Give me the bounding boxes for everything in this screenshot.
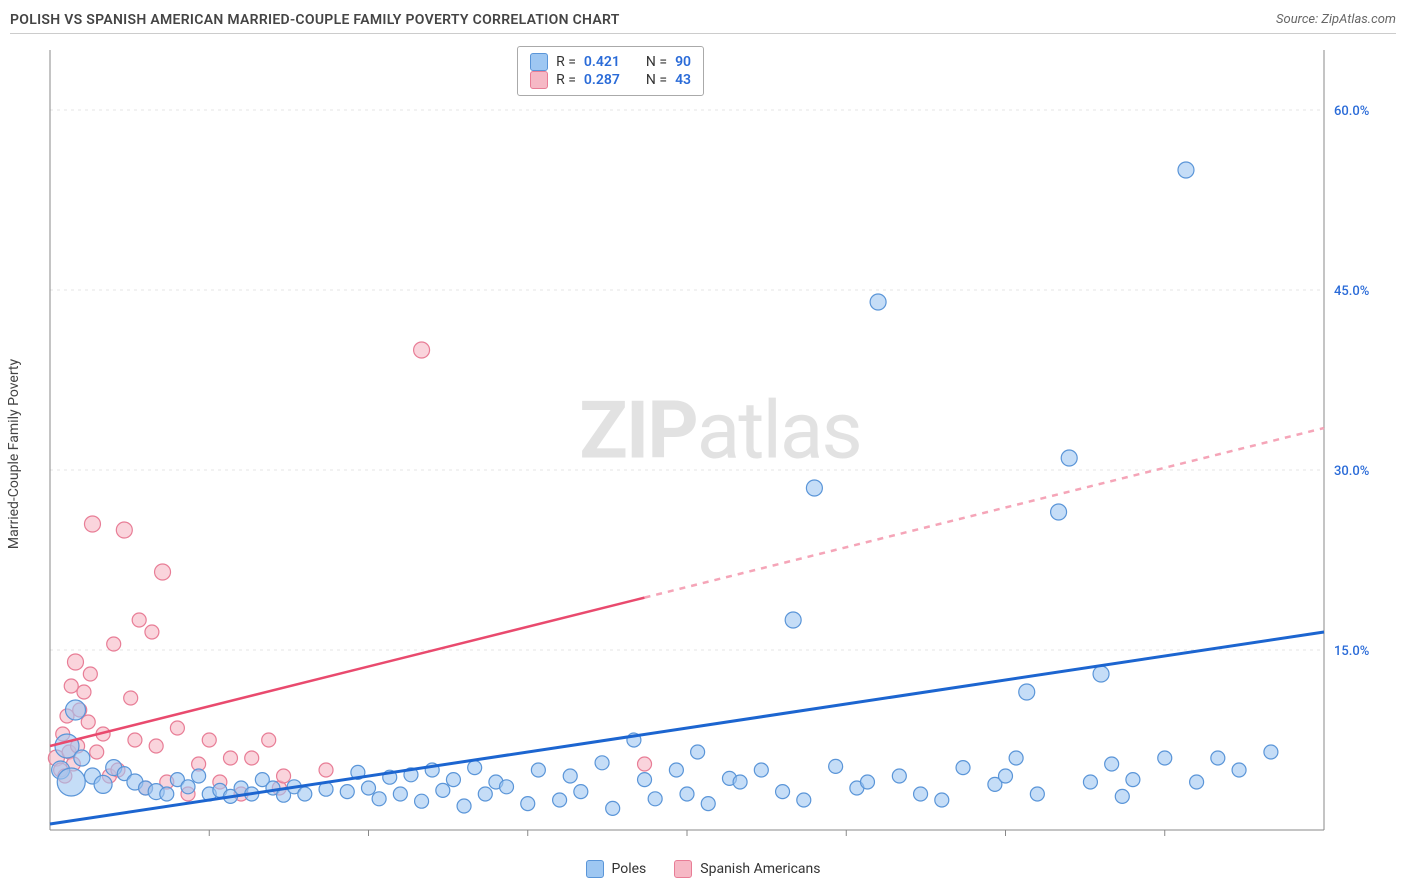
legend-swatch-spanish [674, 860, 692, 878]
legend-stats-box: R = 0.421 N = 90 R = 0.287 N = 43 [517, 46, 704, 96]
n-label: N = [646, 54, 667, 70]
chart-container: POLISH VS SPANISH AMERICAN MARRIED-COUPL… [0, 0, 1406, 892]
legend-swatch-poles [530, 53, 548, 71]
legend-stat-row-spanish: R = 0.287 N = 43 [530, 71, 691, 89]
legend-swatch-spanish [530, 71, 548, 89]
svg-text:15.0%: 15.0% [1334, 644, 1369, 659]
svg-text:30.0%: 30.0% [1334, 464, 1369, 479]
legend-label-poles: Poles [612, 861, 647, 877]
r-label: R = [556, 54, 576, 70]
r-value-spanish: 0.287 [584, 72, 620, 88]
legend-item-spanish: Spanish Americans [674, 860, 820, 878]
legend-label-spanish: Spanish Americans [700, 861, 820, 877]
r-value-poles: 0.421 [584, 54, 620, 70]
n-label: N = [646, 72, 667, 88]
legend-swatch-poles [586, 860, 604, 878]
n-value-spanish: 43 [675, 72, 691, 88]
chart-title: POLISH VS SPANISH AMERICAN MARRIED-COUPL… [10, 12, 620, 28]
legend-stat-row-poles: R = 0.421 N = 90 [530, 53, 691, 71]
y-axis-label: Married-Couple Family Poverty [6, 359, 22, 549]
legend-bottom: Poles Spanish Americans [0, 860, 1406, 878]
svg-text:45.0%: 45.0% [1334, 284, 1369, 299]
header-bar: POLISH VS SPANISH AMERICAN MARRIED-COUPL… [10, 10, 1396, 34]
scatter-chart-svg: 15.0%30.0%45.0%60.0%0.0%60.0% [46, 40, 1394, 840]
chart-area: 15.0%30.0%45.0%60.0%0.0%60.0% ZIPatlas R… [46, 40, 1394, 840]
source-citation: Source: ZipAtlas.com [1276, 12, 1396, 27]
svg-text:60.0%: 60.0% [1334, 104, 1369, 119]
n-value-poles: 90 [675, 54, 691, 70]
r-label: R = [556, 72, 576, 88]
legend-item-poles: Poles [586, 860, 647, 878]
